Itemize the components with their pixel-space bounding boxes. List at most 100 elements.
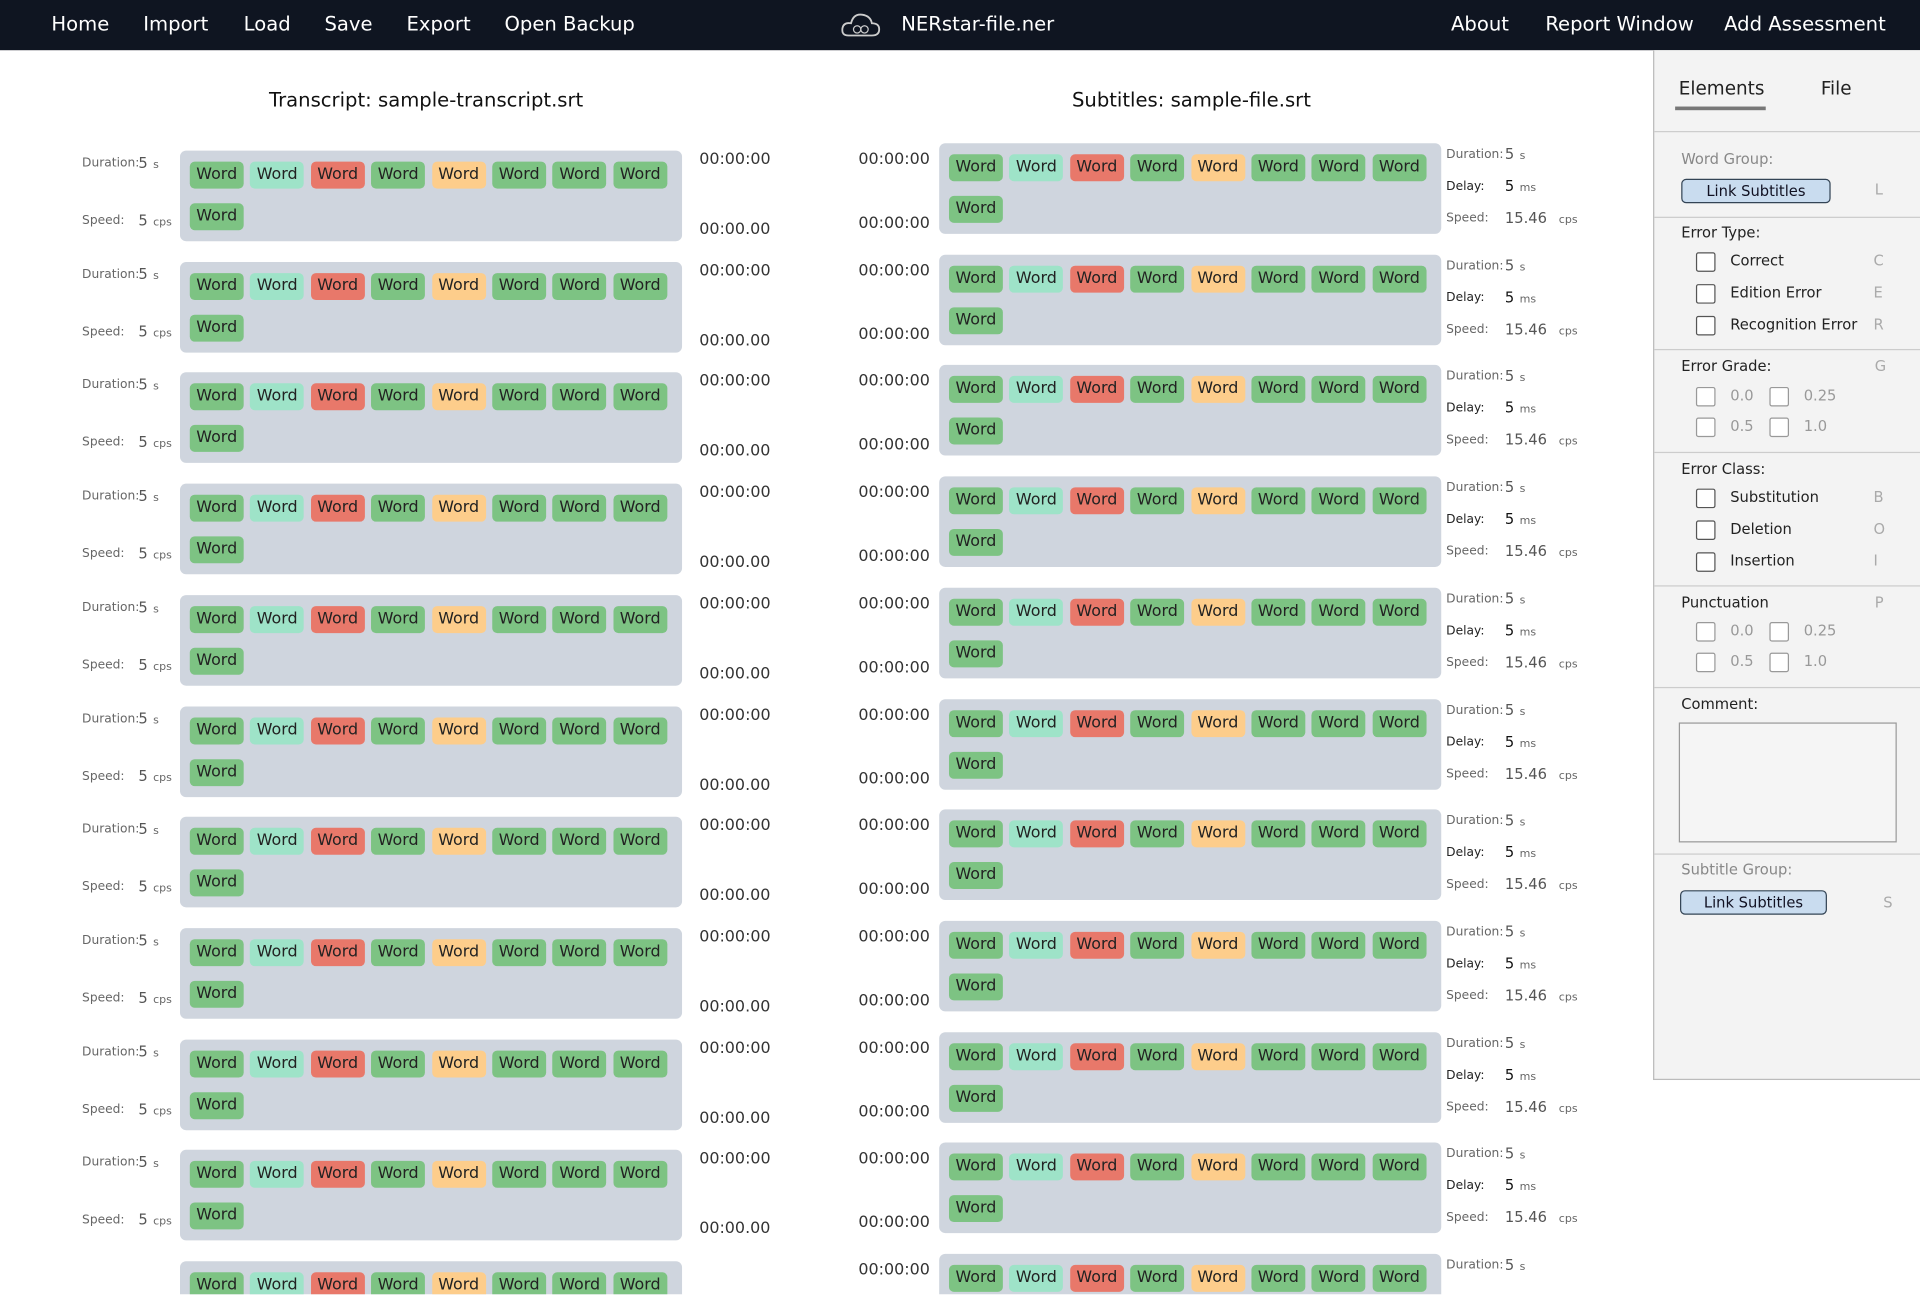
word-chip[interactable]: Word [250, 605, 305, 633]
word-chip[interactable]: Word [1190, 154, 1245, 182]
word-chip[interactable]: Word [371, 1161, 426, 1189]
word-chip[interactable]: Word [1251, 487, 1306, 515]
word-chip[interactable]: Word [1251, 1042, 1306, 1070]
word-chip[interactable]: Word [492, 605, 547, 633]
button[interactable]: Link Subtitles [1680, 890, 1827, 915]
menu-item[interactable]: Home [51, 12, 110, 36]
word-chip[interactable]: Word [1251, 820, 1306, 848]
menu-item[interactable]: Add Assessment [1724, 12, 1886, 36]
word-chip[interactable]: Word [1190, 1264, 1245, 1292]
word-chip[interactable]: Word [371, 272, 426, 300]
word-chip[interactable]: Word [1251, 709, 1306, 737]
word-chip[interactable]: Word [189, 1091, 244, 1119]
word-chip[interactable]: Word [189, 383, 244, 411]
word-chip[interactable]: Word [948, 306, 1003, 334]
word-chip[interactable]: Word [1311, 709, 1366, 737]
checkbox[interactable] [1695, 552, 1716, 572]
word-chip[interactable]: Word [189, 494, 244, 522]
word-chip[interactable]: Word [552, 1050, 607, 1078]
word-chip[interactable]: Word [492, 161, 547, 189]
checkbox[interactable] [1695, 284, 1716, 304]
word-chip[interactable]: Word [189, 980, 244, 1008]
word-chip[interactable]: Word [948, 529, 1003, 557]
word-chip[interactable]: Word [189, 716, 244, 744]
word-chip[interactable]: Word [948, 862, 1003, 890]
word-chip[interactable]: Word [1009, 709, 1064, 737]
word-chip[interactable]: Word [250, 939, 305, 966]
word-chip[interactable]: Word [250, 716, 305, 744]
word-chip[interactable]: Word [1311, 820, 1366, 848]
word-chip[interactable]: Word [310, 716, 365, 744]
word-chip[interactable]: Word [189, 1272, 244, 1295]
word-chip[interactable]: Word [431, 272, 486, 300]
word-chip[interactable]: Word [1251, 154, 1306, 182]
word-chip[interactable]: Word [189, 605, 244, 633]
word-chip[interactable]: Word [431, 494, 486, 522]
checkbox[interactable] [1695, 622, 1716, 642]
word-chip[interactable]: Word [371, 494, 426, 522]
word-chip[interactable]: Word [371, 161, 426, 189]
word-chip[interactable]: Word [1069, 154, 1124, 182]
word-chip[interactable]: Word [189, 869, 244, 897]
menu-item[interactable]: Export [406, 12, 471, 36]
checkbox[interactable] [1695, 417, 1716, 438]
word-chip[interactable]: Word [371, 939, 426, 966]
word-chip[interactable]: Word [189, 272, 244, 300]
word-chip[interactable]: Word [1311, 487, 1366, 515]
word-chip[interactable]: Word [1311, 1042, 1366, 1070]
word-chip[interactable]: Word [948, 1153, 1003, 1181]
word-chip[interactable]: Word [948, 751, 1003, 779]
word-chip[interactable]: Word [1311, 598, 1366, 626]
word-chip[interactable]: Word [1190, 487, 1245, 515]
word-chip[interactable]: Word [1251, 265, 1306, 293]
word-chip[interactable]: Word [1372, 709, 1427, 737]
word-chip[interactable]: Word [1311, 1264, 1366, 1292]
word-chip[interactable]: Word [613, 272, 668, 300]
word-chip[interactable]: Word [431, 1161, 486, 1189]
word-chip[interactable]: Word [250, 272, 305, 300]
word-chip[interactable]: Word [492, 1272, 547, 1295]
word-chip[interactable]: Word [613, 939, 668, 966]
word-chip[interactable]: Word [431, 827, 486, 855]
checkbox[interactable] [1695, 252, 1716, 272]
word-chip[interactable]: Word [1190, 376, 1245, 404]
word-chip[interactable]: Word [552, 494, 607, 522]
word-chip[interactable]: Word [1190, 820, 1245, 848]
word-chip[interactable]: Word [431, 716, 486, 744]
word-chip[interactable]: Word [1009, 931, 1064, 959]
tab[interactable]: File [1820, 77, 1852, 100]
word-chip[interactable]: Word [1190, 709, 1245, 737]
word-chip[interactable]: Word [948, 820, 1003, 848]
checkbox[interactable] [1695, 652, 1716, 673]
word-chip[interactable]: Word [310, 272, 365, 300]
word-chip[interactable]: Word [189, 203, 244, 231]
word-chip[interactable]: Word [948, 1084, 1003, 1112]
word-chip[interactable]: Word [948, 195, 1003, 223]
menu-item[interactable]: Load [243, 12, 291, 36]
word-chip[interactable]: Word [552, 383, 607, 411]
word-chip[interactable]: Word [1069, 931, 1124, 959]
word-chip[interactable]: Word [552, 827, 607, 855]
word-chip[interactable]: Word [492, 716, 547, 744]
word-chip[interactable]: Word [1069, 376, 1124, 404]
word-chip[interactable]: Word [1009, 487, 1064, 515]
word-chip[interactable]: Word [552, 1272, 607, 1295]
word-chip[interactable]: Word [1372, 265, 1427, 293]
word-chip[interactable]: Word [613, 827, 668, 855]
word-chip[interactable]: Word [1130, 709, 1185, 737]
word-chip[interactable]: Word [1251, 931, 1306, 959]
word-chip[interactable]: Word [948, 1042, 1003, 1070]
word-chip[interactable]: Word [613, 494, 668, 522]
word-chip[interactable]: Word [492, 272, 547, 300]
word-chip[interactable]: Word [371, 827, 426, 855]
word-chip[interactable]: Word [1130, 820, 1185, 848]
word-chip[interactable]: Word [552, 605, 607, 633]
word-chip[interactable]: Word [1130, 1153, 1185, 1181]
word-chip[interactable]: Word [1190, 1042, 1245, 1070]
word-chip[interactable]: Word [189, 647, 244, 675]
word-chip[interactable]: Word [948, 931, 1003, 959]
word-chip[interactable]: Word [1069, 1264, 1124, 1292]
checkbox[interactable] [1769, 386, 1789, 407]
button[interactable]: Link Subtitles [1681, 178, 1831, 204]
word-chip[interactable]: Word [310, 1272, 365, 1295]
